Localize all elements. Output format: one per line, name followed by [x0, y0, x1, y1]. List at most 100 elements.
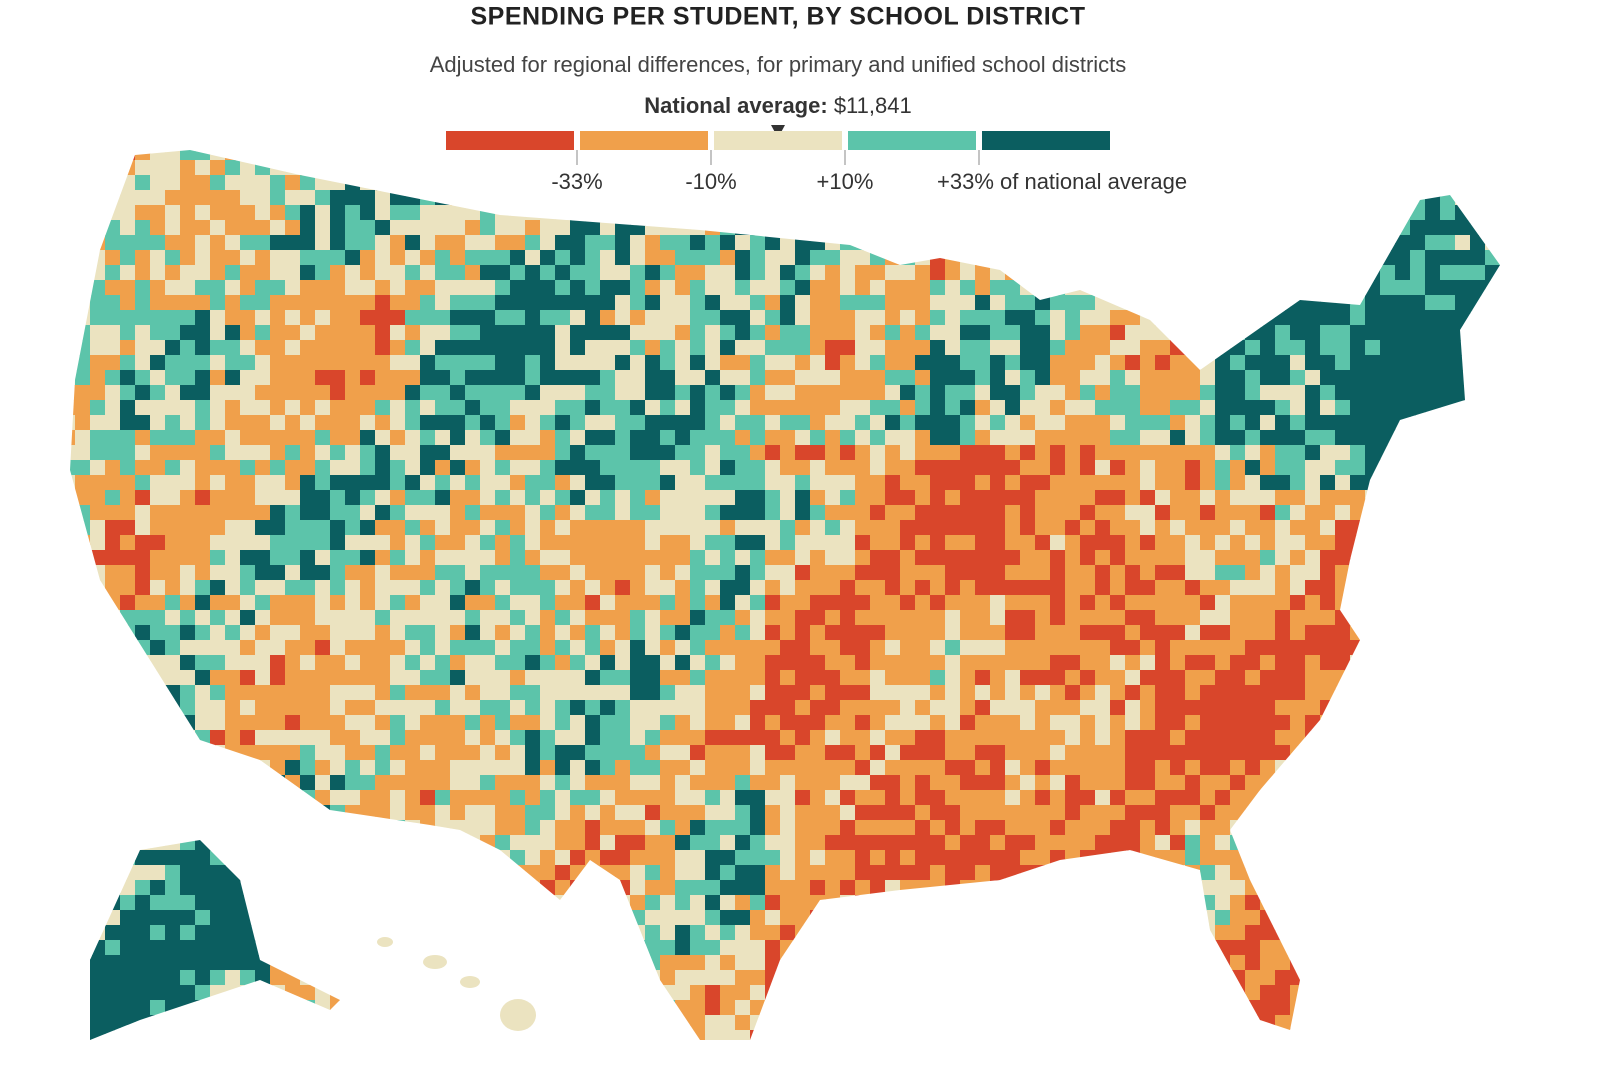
district — [885, 235, 901, 251]
district — [345, 520, 361, 536]
district — [1485, 700, 1500, 716]
district — [405, 820, 421, 836]
district — [375, 550, 391, 566]
district — [420, 880, 436, 896]
district — [150, 760, 166, 776]
district — [1335, 715, 1351, 731]
district — [960, 430, 976, 446]
district — [210, 505, 226, 521]
district — [765, 790, 781, 806]
district — [1185, 625, 1201, 641]
district — [315, 625, 331, 641]
district — [1155, 610, 1171, 626]
district — [735, 355, 751, 371]
district — [1245, 490, 1261, 506]
district — [70, 295, 76, 311]
district — [1425, 865, 1441, 881]
district — [1230, 625, 1246, 641]
district — [210, 430, 226, 446]
district — [1035, 730, 1051, 746]
district — [585, 355, 601, 371]
district — [1410, 670, 1426, 686]
district — [1410, 790, 1426, 806]
district — [135, 430, 151, 446]
district — [105, 790, 121, 806]
district — [1365, 700, 1381, 716]
district — [240, 445, 256, 461]
district — [1200, 385, 1216, 401]
district — [480, 520, 496, 536]
district — [1470, 415, 1486, 431]
district — [1440, 865, 1456, 881]
district — [1020, 670, 1036, 686]
district — [810, 205, 826, 221]
district — [375, 610, 391, 626]
district — [1290, 370, 1306, 386]
district — [600, 280, 616, 296]
district — [240, 520, 256, 536]
district — [105, 820, 121, 836]
district — [1170, 520, 1186, 536]
district — [390, 640, 406, 656]
district — [1140, 400, 1156, 416]
district — [300, 205, 316, 221]
district — [795, 895, 811, 911]
district — [435, 640, 451, 656]
district — [1455, 535, 1471, 551]
district — [1275, 310, 1291, 326]
district — [1065, 595, 1081, 611]
district — [945, 595, 961, 611]
district — [975, 430, 991, 446]
district — [1470, 265, 1486, 281]
district — [1245, 850, 1261, 866]
district — [1320, 535, 1336, 551]
district — [435, 625, 451, 641]
district — [1410, 355, 1426, 371]
district — [645, 580, 661, 596]
district — [1470, 790, 1486, 806]
district — [345, 160, 361, 176]
district — [1140, 775, 1156, 791]
district — [855, 595, 871, 611]
district — [945, 445, 961, 461]
district — [1215, 880, 1231, 896]
district — [150, 535, 166, 551]
district — [1440, 400, 1456, 416]
district — [420, 565, 436, 581]
district — [570, 250, 586, 266]
district — [1470, 805, 1486, 821]
district — [1470, 220, 1486, 236]
district — [420, 640, 436, 656]
district — [375, 580, 391, 596]
district — [405, 640, 421, 656]
district — [1275, 895, 1291, 911]
district — [345, 625, 361, 641]
district — [615, 160, 631, 176]
district — [405, 805, 421, 821]
district — [870, 625, 886, 641]
district — [1065, 790, 1081, 806]
district — [1155, 415, 1171, 431]
district — [990, 580, 1006, 596]
district — [360, 550, 376, 566]
district — [1395, 745, 1411, 761]
district — [210, 520, 226, 536]
district — [510, 400, 526, 416]
district — [1215, 865, 1231, 881]
district — [345, 220, 361, 236]
district — [1260, 150, 1276, 161]
district — [210, 460, 226, 476]
district — [1335, 205, 1351, 221]
district — [705, 580, 721, 596]
district — [825, 370, 841, 386]
district — [210, 150, 226, 161]
district — [1455, 430, 1471, 446]
district — [1470, 700, 1486, 716]
district — [1425, 715, 1441, 731]
district — [540, 490, 556, 506]
district — [75, 745, 91, 761]
district — [525, 895, 541, 911]
district — [75, 715, 91, 731]
district — [1290, 790, 1306, 806]
district — [1230, 505, 1246, 521]
